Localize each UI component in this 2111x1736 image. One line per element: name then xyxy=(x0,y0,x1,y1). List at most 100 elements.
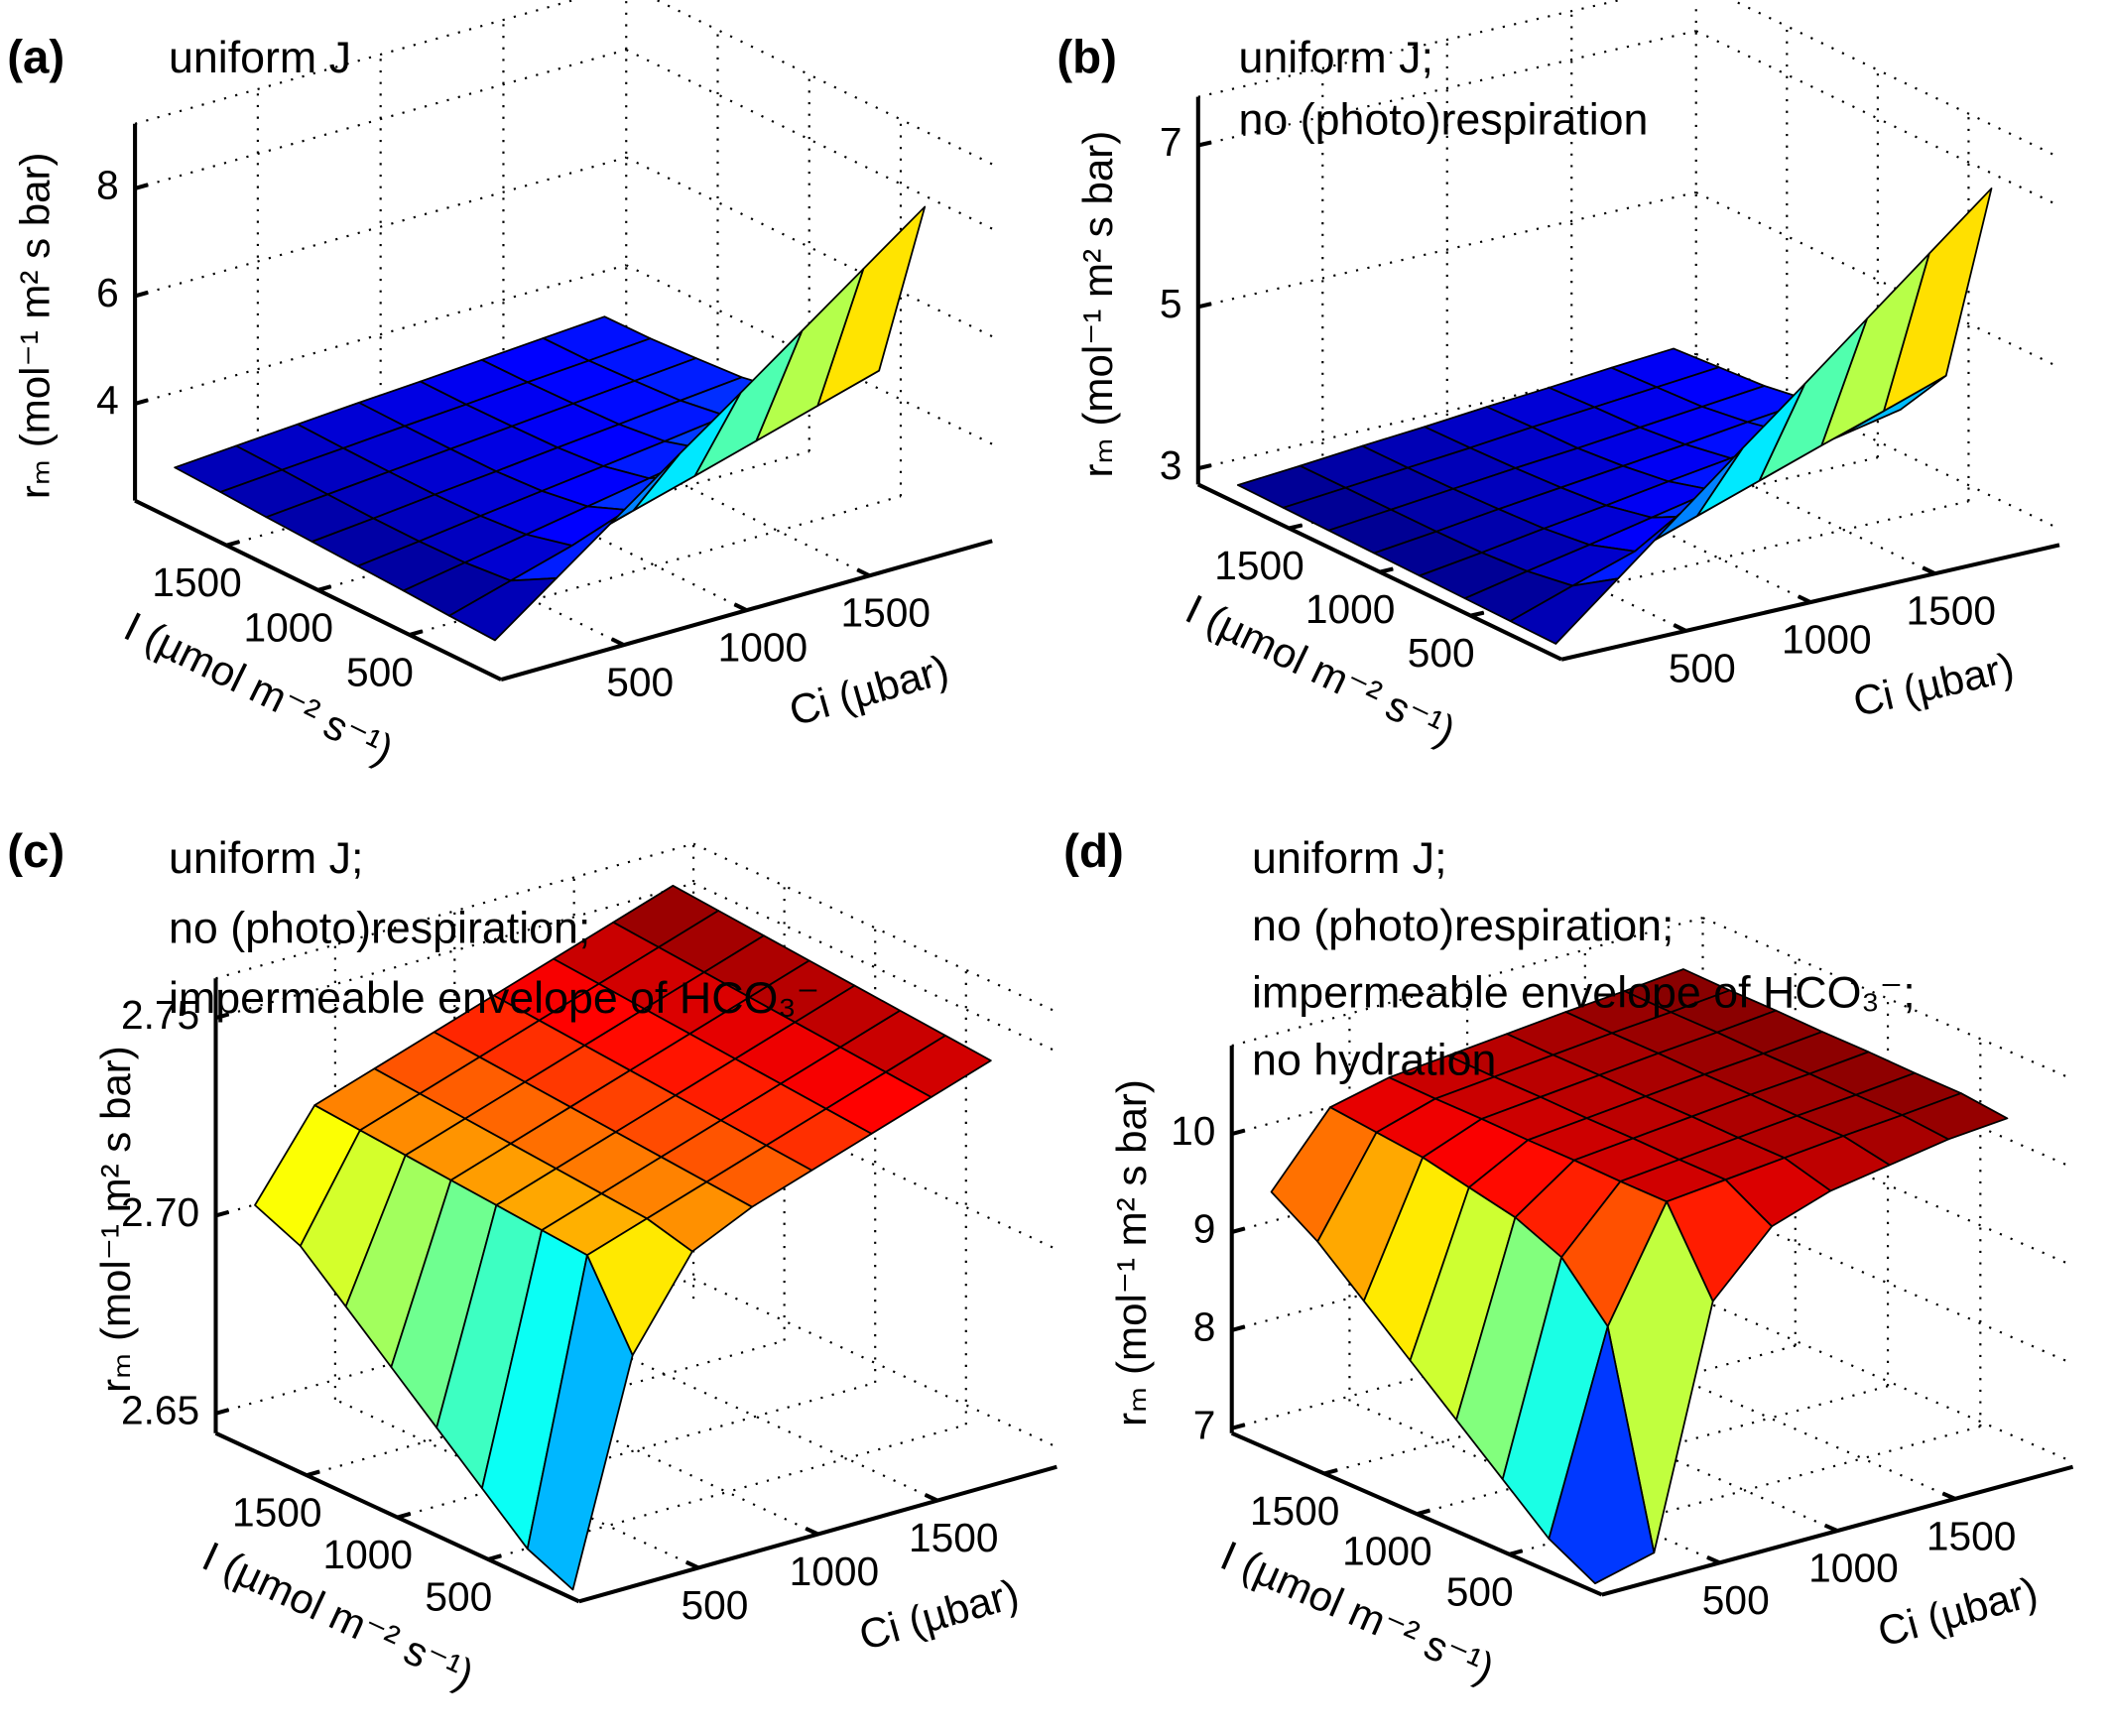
y-tick xyxy=(409,629,424,637)
y-tick xyxy=(1416,1508,1430,1517)
x-tick xyxy=(856,567,871,578)
y-tick-label: 500 xyxy=(346,649,414,694)
y-tick-label: 1000 xyxy=(323,1532,414,1577)
z-tick-label: 10 xyxy=(1171,1108,1215,1154)
z-tick-label: 8 xyxy=(96,163,119,208)
y-tick-label: 500 xyxy=(425,1573,492,1619)
panel-label: (a) xyxy=(7,32,64,84)
grid-line xyxy=(692,1278,1057,1448)
z-tick xyxy=(1231,1226,1246,1234)
grid-line xyxy=(1197,352,1696,470)
y-tick xyxy=(317,584,332,592)
y-tick-label: 1000 xyxy=(1342,1529,1432,1574)
annotation: impermeable envelope of HCO₃⁻; xyxy=(1252,968,1916,1018)
annotation: no (photo)respiration xyxy=(1238,94,1648,144)
box-edge xyxy=(654,0,993,166)
grid-line xyxy=(134,49,627,189)
y-tick-label: 1500 xyxy=(1250,1488,1340,1534)
x-tick xyxy=(733,602,748,613)
x-tick-label: 1000 xyxy=(718,625,808,671)
y-tick xyxy=(487,1553,502,1561)
x-tick xyxy=(610,637,625,647)
z-tick xyxy=(1231,1128,1246,1137)
z-axis-label: rₘ (mol⁻¹ m² s bar) xyxy=(1108,1079,1155,1426)
y-tick xyxy=(1379,566,1394,574)
z-tick-label: 4 xyxy=(96,378,119,424)
x-axis-label: Ci (µbar) xyxy=(854,1569,1024,1659)
grid-line xyxy=(1702,1103,2074,1267)
z-tick-label: 7 xyxy=(1193,1403,1216,1448)
x-tick xyxy=(805,1526,819,1537)
z-tick-label: 5 xyxy=(1160,281,1182,326)
grid-line xyxy=(1695,352,2060,531)
x-tick xyxy=(924,1493,938,1503)
z-tick xyxy=(1197,140,1212,148)
z-tick xyxy=(1231,1324,1246,1332)
y-axis xyxy=(1196,482,1562,662)
z-tick xyxy=(1231,1423,1246,1430)
panel-label: (d) xyxy=(1063,825,1124,878)
box-edge xyxy=(215,842,694,980)
surface-patch xyxy=(526,1254,634,1591)
z-tick xyxy=(134,398,149,406)
x-tick-label: 1500 xyxy=(840,590,931,636)
box-edge xyxy=(1197,0,1625,98)
z-tick-label: 8 xyxy=(1193,1304,1216,1350)
annotation: uniform J; xyxy=(1238,33,1432,82)
annotation: impermeable envelope of HCO₃⁻ xyxy=(169,973,819,1023)
x-tick xyxy=(1941,1491,1956,1501)
z-tick xyxy=(134,183,149,190)
x-tick-label: 1000 xyxy=(1782,617,1872,663)
annotation: no (photo)respiration; xyxy=(1252,901,1674,950)
x-tick xyxy=(1673,623,1687,633)
x-tick-label: 500 xyxy=(1702,1577,1770,1623)
grid-line xyxy=(1695,30,2060,207)
z-tick xyxy=(214,1408,230,1416)
z-tick xyxy=(214,1209,230,1218)
y-tick-label: 1500 xyxy=(152,559,242,605)
z-tick xyxy=(214,1012,230,1021)
grid-line xyxy=(1470,500,1969,617)
surface-patch xyxy=(1548,1325,1656,1585)
y-tick xyxy=(1508,1549,1524,1556)
grid-line xyxy=(215,1278,694,1415)
y-tick-label: 1000 xyxy=(1305,586,1396,632)
grid-line xyxy=(215,882,694,1020)
x-tick-label: 1000 xyxy=(790,1549,880,1594)
annotation: no hydration xyxy=(1252,1036,1496,1085)
grid-line xyxy=(1702,1005,2074,1169)
y-tick xyxy=(1470,610,1485,618)
box-edge xyxy=(1702,917,2074,1080)
z-tick-label: 9 xyxy=(1193,1206,1216,1252)
x-tick xyxy=(1823,1523,1838,1533)
z-axis-label: rₘ (mol⁻¹ m² s bar) xyxy=(1074,131,1121,478)
x-tick xyxy=(1706,1555,1721,1565)
y-tick-label: 1000 xyxy=(243,604,333,650)
grid-line xyxy=(1702,1201,2074,1365)
x-tick xyxy=(684,1559,700,1570)
surface-patch xyxy=(448,577,558,642)
grid-line xyxy=(1197,190,1696,309)
grid-line xyxy=(1348,1400,1720,1564)
x-tick-label: 1500 xyxy=(1907,588,1997,634)
x-axis xyxy=(1560,543,2060,662)
box-edge xyxy=(1729,0,2060,159)
annotation: no (photo)respiration; xyxy=(169,904,590,953)
annotation: uniform J xyxy=(169,33,351,82)
panel-label: (b) xyxy=(1056,32,1117,84)
z-tick xyxy=(1197,302,1212,310)
annotation: uniform J; xyxy=(1252,833,1446,883)
y-tick xyxy=(397,1511,412,1520)
z-axis-label: rₘ (mol⁻¹ m² s bar) xyxy=(12,152,59,499)
grid-line xyxy=(1695,191,2060,369)
y-tick xyxy=(306,1469,320,1478)
y-tick-label: 500 xyxy=(1446,1568,1514,1614)
x-tick-label: 500 xyxy=(606,660,674,705)
x-axis-label: Ci (µbar) xyxy=(1849,644,2019,726)
